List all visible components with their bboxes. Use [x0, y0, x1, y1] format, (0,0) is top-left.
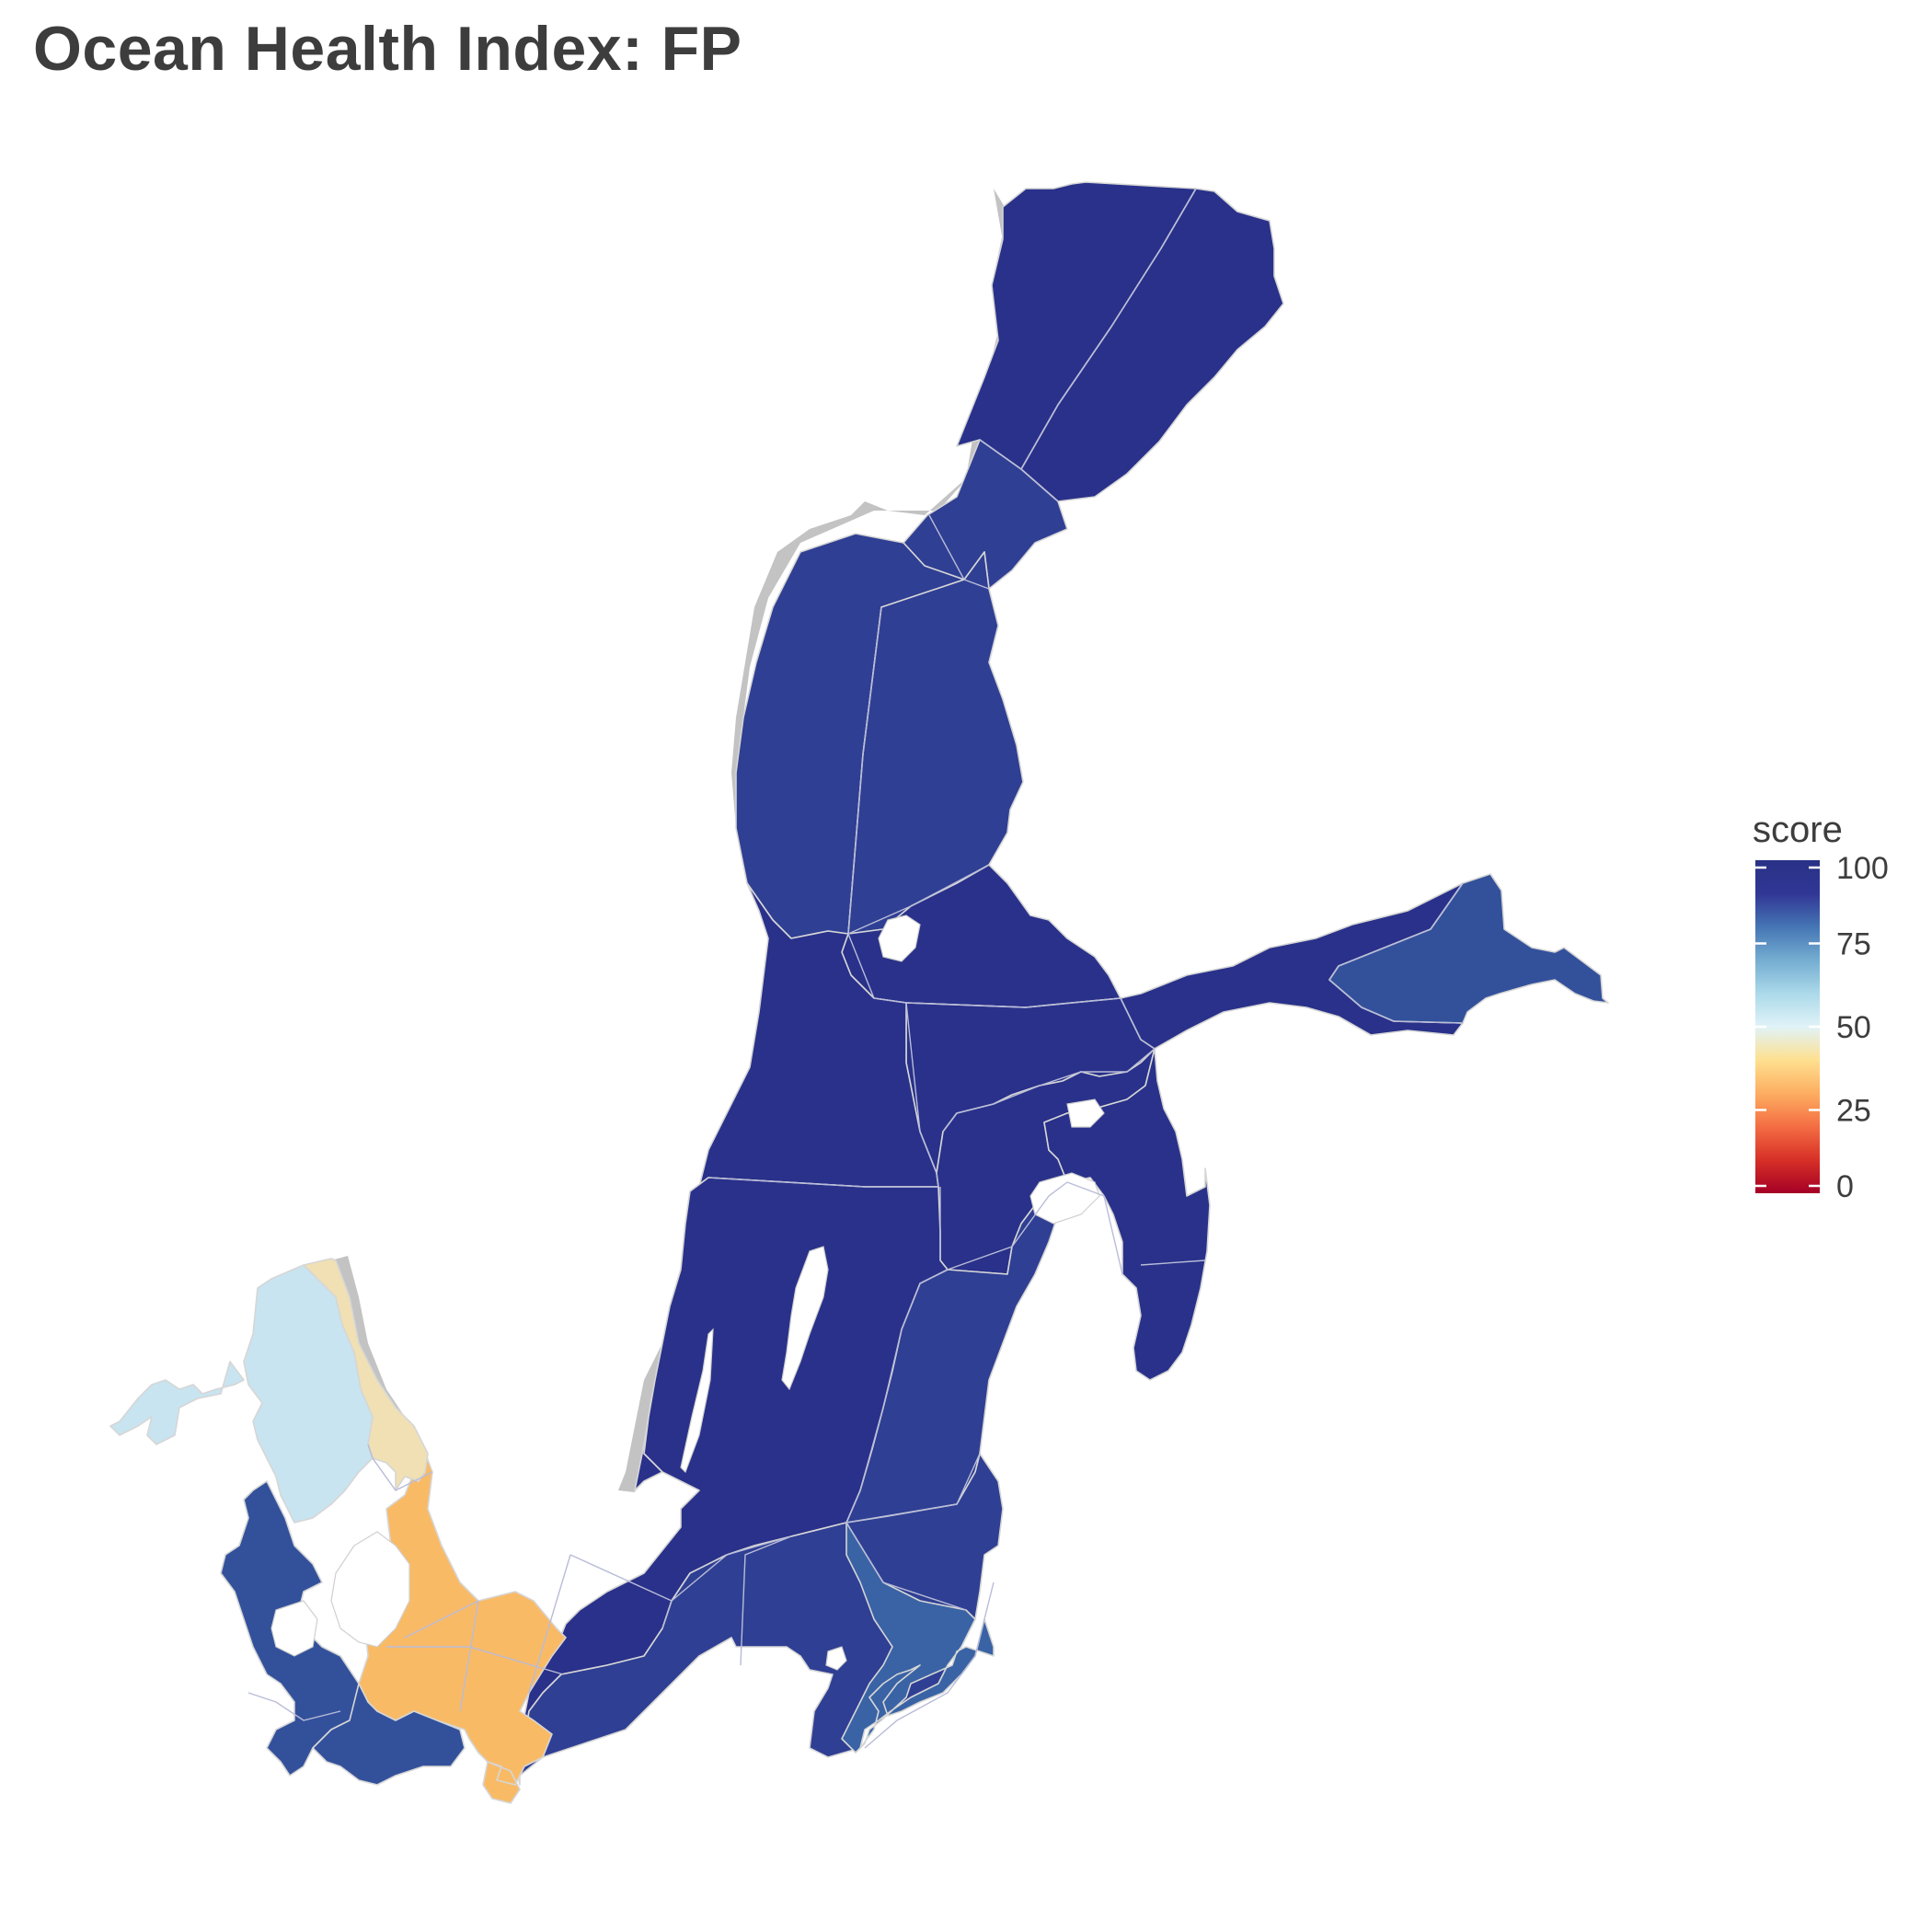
region-gdansk-basin-ru — [841, 1522, 995, 1754]
hiiumaa-icon — [1066, 1098, 1105, 1128]
region-kattegat-dk — [109, 1264, 374, 1524]
funen-icon — [270, 1600, 318, 1657]
legend-tick-label: 50 — [1836, 1010, 1871, 1045]
region-gulf-of-riga — [1043, 1048, 1211, 1381]
islands — [270, 914, 1105, 1671]
zealand-icon — [330, 1531, 410, 1648]
bornholm-icon — [825, 1646, 847, 1671]
page-title: Ocean Health Index: FP — [33, 14, 742, 84]
baltic-regions — [109, 181, 1609, 1804]
region-boundaries — [247, 188, 1464, 1749]
aland-islands-icon — [878, 914, 921, 962]
legend-ticks: 100 75 50 25 0 — [1755, 851, 1889, 1204]
score-legend: score 100 75 50 25 0 — [1753, 810, 1889, 1204]
gotland-icon — [781, 1246, 829, 1391]
legend-tick-label: 25 — [1836, 1094, 1871, 1129]
legend-title: score — [1753, 810, 1843, 850]
region-kiel-bay — [312, 1683, 466, 1786]
region-arkona-basin — [358, 1425, 567, 1804]
legend-tick-label: 100 — [1836, 851, 1889, 886]
oland-icon — [680, 1328, 714, 1474]
saaremaa-icon — [1029, 1172, 1100, 1225]
legend-tick-label: 75 — [1836, 927, 1871, 962]
legend-tick-label: 0 — [1836, 1169, 1854, 1204]
